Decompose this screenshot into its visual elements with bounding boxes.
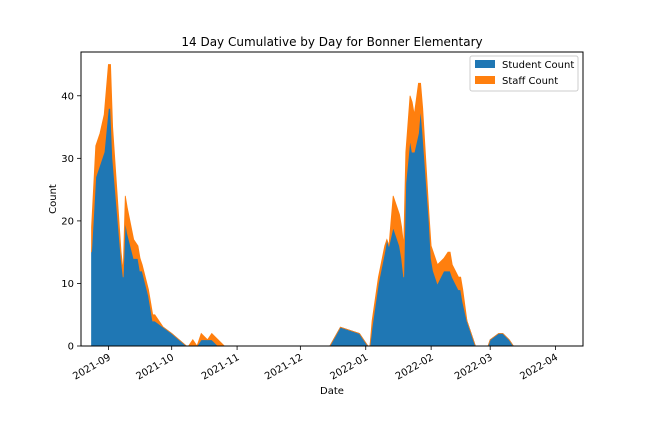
x-axis-title: Date bbox=[320, 386, 344, 397]
x-tick-label: 2022-04 bbox=[518, 352, 560, 382]
x-tick-label: 2021-09 bbox=[71, 352, 113, 382]
x-tick-label: 2021-11 bbox=[200, 352, 242, 382]
area-staff-count bbox=[91, 64, 583, 347]
area-student-count bbox=[91, 107, 583, 347]
legend-label-student: Student Count bbox=[502, 60, 574, 71]
y-tick-label: 40 bbox=[61, 91, 74, 102]
x-tick-label: 2022-01 bbox=[329, 352, 371, 382]
legend: Student Count Staff Count bbox=[469, 55, 579, 92]
plot-frame bbox=[80, 51, 584, 347]
y-tick-label: 20 bbox=[61, 216, 74, 227]
x-tick-label: 2021-10 bbox=[135, 352, 177, 382]
legend-swatch-staff bbox=[475, 76, 495, 84]
x-tick-label: 2022-02 bbox=[394, 352, 436, 382]
y-tick-label: 30 bbox=[61, 154, 74, 165]
y-axis-title: Count bbox=[48, 184, 59, 214]
chart-title: 14 Day Cumulative by Day for Bonner Elem… bbox=[181, 35, 482, 49]
y-tick-label: 10 bbox=[61, 279, 74, 290]
series-areas bbox=[91, 64, 583, 347]
x-tick-label: 2022-03 bbox=[453, 352, 495, 382]
y-tick-label: 0 bbox=[68, 342, 74, 353]
legend-frame bbox=[469, 55, 579, 92]
x-tick-label: 2021-12 bbox=[263, 352, 305, 382]
legend-label-staff: Staff Count bbox=[502, 76, 558, 87]
x-axis-ticks: 2021-09 2021-10 2021-11 2021-12 2022-01 2022-… bbox=[71, 346, 560, 382]
y-axis-ticks: 0 10 20 30 40 bbox=[61, 91, 81, 353]
legend-swatch-student bbox=[475, 60, 495, 68]
